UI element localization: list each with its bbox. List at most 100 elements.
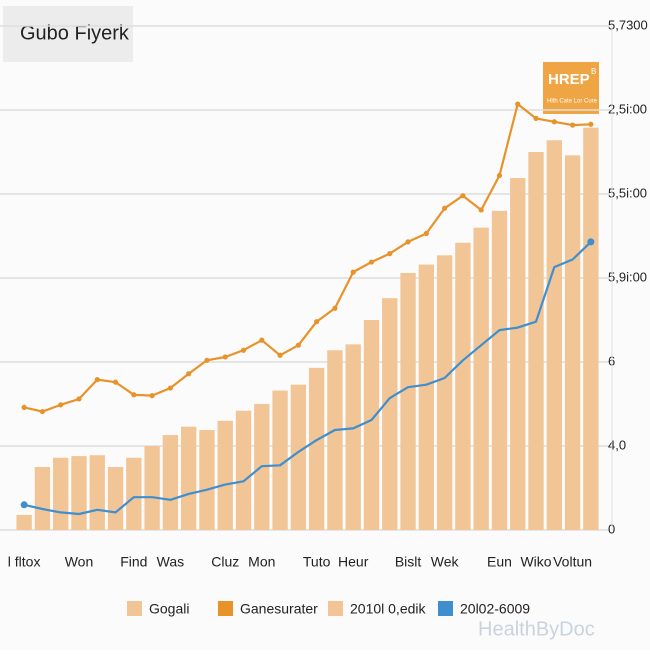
bar — [89, 455, 105, 530]
line-marker — [39, 408, 46, 415]
line-marker — [350, 269, 356, 275]
x-tick-label: Eun — [487, 554, 512, 570]
badge-title: HREP — [548, 71, 590, 88]
x-tick-label: Mon — [248, 554, 275, 570]
line — [23, 103, 591, 413]
bar — [418, 264, 435, 530]
bar — [53, 457, 69, 530]
bar — [126, 457, 142, 530]
line-marker — [569, 122, 576, 128]
legend-swatch — [328, 601, 343, 616]
line-marker — [533, 115, 539, 121]
line-marker — [551, 119, 557, 125]
line-marker — [588, 121, 594, 127]
chart-title: Gubo Fiyerk — [20, 22, 130, 44]
y-tick-label: 5,5i:00 — [608, 185, 647, 200]
bar — [528, 152, 544, 530]
bar — [491, 210, 508, 531]
bar — [180, 426, 197, 530]
line-marker — [167, 385, 173, 391]
bar — [235, 410, 252, 530]
line-marker — [20, 501, 28, 509]
line — [23, 241, 592, 516]
x-tick-label: Wiko — [520, 554, 551, 570]
line-marker — [478, 207, 484, 213]
line-marker — [423, 230, 429, 237]
line-marker — [76, 396, 82, 402]
badge-sup: B — [591, 67, 596, 76]
line-marker — [94, 377, 100, 383]
y-tick-label: 5,9i:00 — [608, 269, 647, 284]
line-marker — [112, 379, 119, 385]
line-marker — [587, 238, 595, 246]
line-marker — [21, 404, 27, 410]
y-tick-label: 5,7300 — [608, 17, 648, 32]
title-box — [3, 6, 133, 62]
line-marker — [460, 193, 466, 199]
legend-label: 2010l 0,edik — [350, 601, 427, 617]
x-tick-label: Heur — [338, 554, 369, 570]
bar — [510, 178, 526, 531]
bar — [564, 155, 581, 531]
bar — [583, 127, 599, 530]
x-tick-label: Was — [157, 554, 184, 570]
line-marker — [332, 305, 338, 311]
line-marker — [186, 371, 192, 377]
legend-swatch — [218, 601, 233, 616]
bar — [400, 272, 416, 530]
legend: Gogali Ganesurater 2010l 0,edik 20l02-6009 — [127, 601, 530, 617]
legend-swatch — [127, 601, 142, 616]
bar — [363, 320, 380, 530]
bar — [144, 446, 160, 530]
bar — [473, 227, 489, 530]
legend-label: Ganesurater — [240, 601, 318, 617]
badge — [543, 62, 599, 114]
bar — [308, 367, 325, 530]
bar — [546, 140, 562, 531]
legend-label: 20l02-6009 — [460, 601, 530, 617]
bar — [71, 456, 87, 530]
bar — [327, 350, 343, 530]
watermark: HealthByDoc — [478, 618, 595, 640]
line-marker — [131, 392, 137, 398]
bar — [16, 514, 32, 530]
bar — [217, 420, 233, 530]
x-tick-label: l fltox — [8, 554, 41, 570]
bar — [382, 298, 398, 530]
bar — [455, 242, 471, 530]
line-marker — [277, 352, 283, 358]
x-tick-label: Bislt — [395, 554, 422, 570]
bar — [107, 467, 124, 530]
line-marker — [387, 251, 393, 257]
bar — [34, 467, 51, 530]
bar — [290, 384, 307, 530]
line-marker — [496, 172, 503, 179]
x-tick-label: Tuto — [303, 554, 331, 570]
bar — [272, 390, 288, 530]
y-tick-label: 2,5i:00 — [608, 101, 647, 116]
line-marker — [240, 347, 247, 353]
line-marker — [295, 342, 301, 348]
line-marker — [442, 205, 448, 211]
x-tick-label: Find — [120, 554, 147, 570]
line-marker — [405, 239, 411, 245]
line-marker — [58, 402, 64, 408]
bar — [199, 430, 215, 530]
line-marker — [314, 319, 320, 325]
x-tick-label: Voltun — [553, 554, 592, 570]
x-tick-label: Wek — [431, 554, 460, 570]
line-marker — [259, 337, 265, 343]
x-tick-label: Won — [65, 554, 94, 570]
line-marker — [515, 101, 521, 107]
badge-subtitle: Hlth Cate Lor Cure — [547, 99, 598, 105]
y-tick-label: 4,0 — [608, 437, 626, 452]
bar — [436, 255, 453, 530]
x-tick-label: Cluz — [211, 554, 239, 570]
legend-swatch — [438, 601, 453, 616]
bar — [345, 344, 361, 530]
legend-label: Gogali — [149, 601, 189, 617]
line-marker — [204, 357, 210, 363]
bar — [162, 435, 179, 530]
